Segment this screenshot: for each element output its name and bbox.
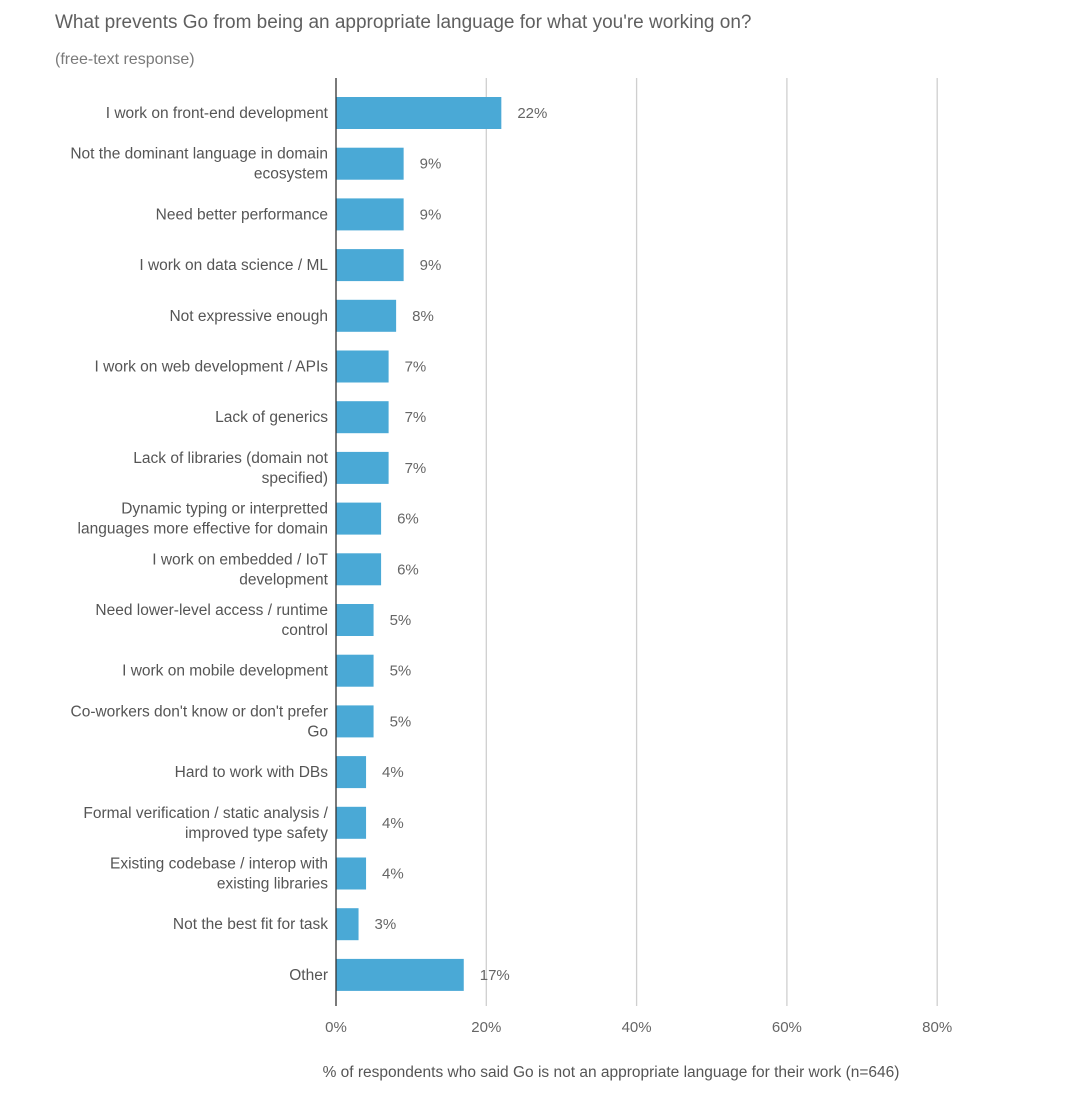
category-label: existing libraries [217,876,328,893]
data-label: 5% [390,663,412,680]
data-label: 22% [517,105,547,122]
category-label: control [281,622,328,639]
category-label: Dynamic typing or interpretted [121,501,328,518]
category-label: Other [289,967,328,984]
x-tick-label: 0% [325,1019,347,1036]
chart-title: What prevents Go from being an appropria… [55,12,752,33]
bar [336,958,464,991]
category-label: Not expressive enough [169,308,328,325]
data-label: 4% [382,866,404,883]
data-label: 3% [375,916,397,933]
data-label: 7% [405,460,427,477]
bar [336,502,382,535]
category-label: languages more effective for domain [78,521,328,538]
category-label: Lack of generics [215,409,328,426]
category-label: Lack of libraries (domain not [133,450,328,467]
x-tick-label: 60% [772,1019,802,1036]
category-label: ecosystem [254,166,328,183]
bar [336,806,367,839]
category-label: Co-workers don't know or don't prefer [71,703,328,720]
x-axis-title: % of respondents who said Go is not an a… [323,1064,900,1081]
bar [336,451,389,484]
bar [336,756,367,789]
category-label: I work on data science / ML [139,257,328,274]
category-label: Not the best fit for task [173,916,328,933]
bar [336,249,404,282]
bar [336,147,404,180]
category-label: I work on embedded / IoT [152,551,328,568]
category-label: Need lower-level access / runtime [95,602,328,619]
data-label: 9% [420,257,442,274]
bar [336,401,389,434]
category-label: Not the dominant language in domain [70,146,328,163]
bar [336,705,374,738]
bar [336,857,367,890]
category-label: Go [307,723,328,740]
category-label: Existing codebase / interop with [110,856,328,873]
category-label: Need better performance [156,206,328,223]
data-label: 7% [405,359,427,376]
category-label: development [239,571,328,588]
bar [336,97,502,129]
data-label: 8% [412,308,434,325]
data-label: 5% [390,713,412,730]
bar [336,553,382,586]
category-label: I work on web development / APIs [95,359,329,376]
bar [336,908,359,941]
bar [336,299,397,332]
category-label: improved type safety [185,825,328,842]
data-label: 4% [382,764,404,781]
bar [336,654,374,687]
data-label: 9% [420,206,442,223]
data-label: 9% [420,156,442,173]
data-label: 6% [397,561,419,578]
chart-subtitle: (free-text response) [55,51,195,68]
category-label: I work on front-end development [106,105,329,122]
category-label: I work on mobile development [122,663,329,680]
data-label: 4% [382,815,404,832]
x-tick-label: 20% [471,1019,501,1036]
x-tick-label: 80% [922,1019,952,1036]
category-label: Formal verification / static analysis / [83,805,328,822]
category-label: Hard to work with DBs [175,764,329,781]
bar [336,350,389,383]
data-label: 17% [480,967,510,984]
data-label: 7% [405,409,427,426]
bar [336,604,374,636]
x-tick-label: 40% [622,1019,652,1036]
category-label: specified) [262,470,328,487]
data-label: 6% [397,511,419,528]
bar [336,198,404,231]
data-label: 5% [390,612,412,629]
